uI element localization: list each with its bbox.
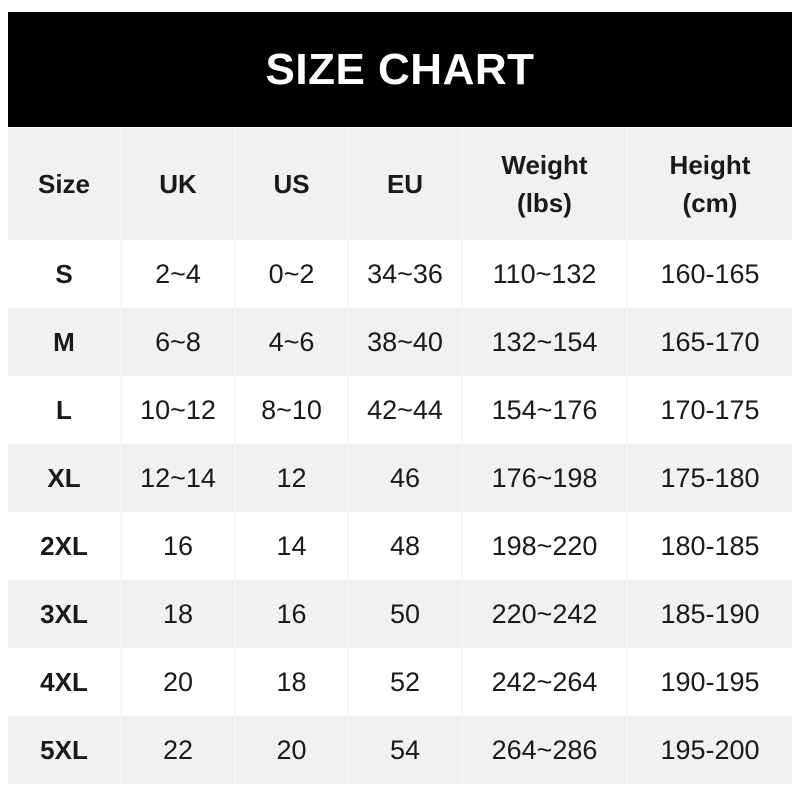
cell-us: 8~10 — [235, 376, 349, 444]
cell-eu: 38~40 — [348, 308, 463, 376]
cell-weight: 110~132 — [462, 240, 628, 308]
cell-weight: 154~176 — [462, 376, 628, 444]
table-row: M 6~8 4~6 38~40 132~154 165-170 — [8, 308, 792, 376]
cell-eu: 46 — [348, 444, 463, 512]
cell-weight: 220~242 — [462, 580, 628, 648]
cell-size: 2XL — [8, 512, 122, 580]
cell-size: 3XL — [8, 580, 122, 648]
cell-uk: 22 — [121, 716, 236, 784]
cell-weight: 242~264 — [462, 648, 628, 716]
cell-us: 4~6 — [235, 308, 349, 376]
cell-size: XL — [8, 444, 122, 512]
cell-us: 12 — [235, 444, 349, 512]
cell-uk: 20 — [121, 648, 236, 716]
cell-uk: 6~8 — [121, 308, 236, 376]
table-row: 2XL 16 14 48 198~220 180-185 — [8, 512, 792, 580]
cell-size: L — [8, 376, 122, 444]
cell-weight: 264~286 — [462, 716, 628, 784]
cell-us: 16 — [235, 580, 349, 648]
cell-height: 190-195 — [660, 666, 760, 697]
cell-us: 18 — [235, 648, 349, 716]
cell-height: 165-170 — [660, 326, 760, 357]
cell-us: 0~2 — [235, 240, 349, 308]
table-row: L 10~12 8~10 42~44 154~176 170-175 — [8, 376, 792, 444]
cell-height: 185-190 — [660, 598, 760, 629]
table-row: 5XL 22 20 54 264~286 195-200 — [8, 716, 792, 784]
table-row: XL 12~14 12 46 176~198 175-180 — [8, 444, 792, 512]
cell-uk: 2~4 — [121, 240, 236, 308]
cell-eu: 48 — [348, 512, 463, 580]
cell-weight: 198~220 — [462, 512, 628, 580]
cell-eu: 42~44 — [348, 376, 463, 444]
header-row: Size UK US EU Weight (lbs) Height (cm) — [8, 128, 792, 240]
table-row: 4XL 20 18 52 242~264 190-195 — [8, 648, 792, 716]
header-uk: UK — [121, 128, 236, 240]
cell-height: 175-180 — [660, 462, 760, 493]
cell-us: 14 — [235, 512, 349, 580]
cell-weight: 132~154 — [462, 308, 628, 376]
cell-height: 195-200 — [660, 734, 760, 765]
table-row: S 2~4 0~2 34~36 110~132 160-165 — [8, 240, 792, 308]
cell-size: S — [8, 240, 122, 308]
cell-height: 180-185 — [660, 530, 760, 561]
table-row: 3XL 18 16 50 220~242 185-190 — [8, 580, 792, 648]
cell-us: 20 — [235, 716, 349, 784]
header-us: US — [235, 128, 349, 240]
cell-height: 160-165 — [660, 258, 760, 289]
cell-uk: 10~12 — [121, 376, 236, 444]
cell-size: 4XL — [8, 648, 122, 716]
cell-eu: 50 — [348, 580, 463, 648]
size-chart-table: Size UK US EU Weight (lbs) Height (cm) S 2~4 0~2 3… — [8, 128, 792, 784]
cell-height: 170-175 — [660, 394, 760, 425]
cell-size: 5XL — [8, 716, 122, 784]
header-height: Height (cm) — [669, 150, 751, 218]
cell-eu: 34~36 — [348, 240, 463, 308]
header-size: Size — [8, 128, 122, 240]
cell-weight: 176~198 — [462, 444, 628, 512]
size-chart-title: SIZE CHART — [8, 12, 792, 127]
cell-uk: 18 — [121, 580, 236, 648]
cell-eu: 52 — [348, 648, 463, 716]
cell-size: M — [8, 308, 122, 376]
header-eu: EU — [348, 128, 463, 240]
cell-uk: 12~14 — [121, 444, 236, 512]
cell-eu: 54 — [348, 716, 463, 784]
cell-uk: 16 — [121, 512, 236, 580]
header-weight: Weight (lbs) — [462, 128, 628, 240]
